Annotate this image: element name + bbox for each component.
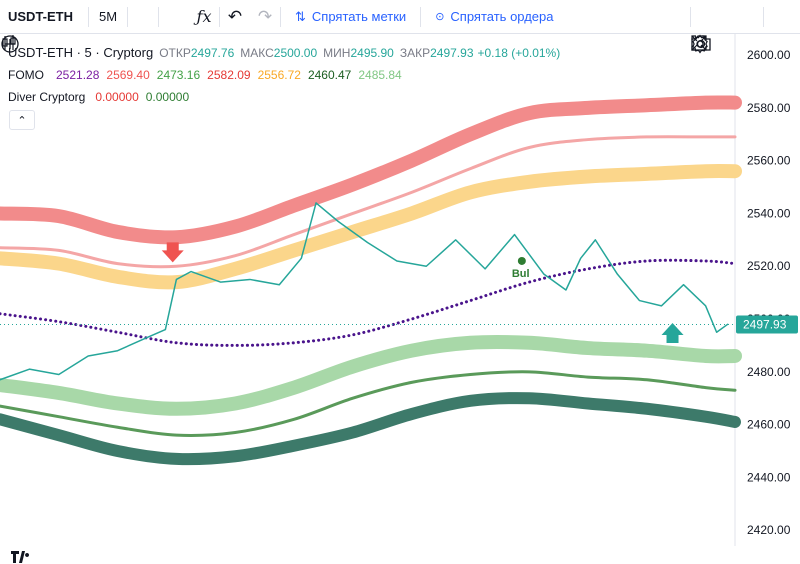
fomo-value-0: 2521.28 (56, 68, 100, 82)
sell-signal-arrow (161, 242, 184, 263)
diver-name: Diver Cryptorg (8, 90, 86, 104)
diver-values: 0.00000 0.00000 (95, 86, 196, 108)
bull-signal-label: Bul (512, 268, 530, 280)
y-tick-label: 2540.00 (747, 206, 791, 220)
divider (88, 6, 89, 27)
open-label: ОТКР (159, 46, 191, 60)
symbol-selector[interactable]: USDT-ETH (8, 9, 73, 24)
fomo-value-6: 2485.84 (358, 68, 402, 82)
close-label: ЗАКР (399, 46, 431, 60)
fomo-band-0 (0, 95, 742, 245)
undo-icon[interactable]: ↶ (227, 6, 243, 26)
low-value: 2495.90 (350, 46, 394, 60)
high-value: 2500.00 (273, 46, 318, 60)
legend-fomo-row[interactable]: FOMO 2521.28 2569.40 2473.16 2582.09 2556.72… (8, 64, 564, 86)
y-tick-label: 2600.00 (747, 48, 791, 62)
collapse-legend-button[interactable]: ⌃ (9, 110, 35, 130)
divider (127, 6, 128, 27)
chart-legend: USDT-ETH · 5 · Cryptorg ОТКР 2497.76 МАКС… (8, 42, 564, 108)
buy-signal-arrow (661, 322, 684, 343)
divider (158, 6, 159, 27)
fomo-value-2: 2473.16 (156, 68, 201, 82)
fomo-name: FOMO (8, 68, 44, 82)
y-tick-label: 2440.00 (747, 470, 791, 484)
candles-icon[interactable] (2, 0, 158, 50)
plus-circle-glyph (1, 35, 19, 53)
fomo-band-1 (0, 135, 737, 269)
fomo-band-2 (0, 164, 742, 290)
close-value: 2497.93 (430, 46, 474, 60)
chevron-up-icon: ⌃ (17, 114, 27, 127)
legend-main-row: USDT-ETH · 5 · Cryptorg ОТКР 2497.76 МАКС… (8, 42, 564, 64)
fx-glyph: ƒx (196, 7, 212, 26)
last-price-label: 2497.93 (743, 317, 787, 331)
hide-orders-label: Спрятать ордера (450, 9, 554, 24)
divider (763, 6, 764, 27)
hide-marks-label: Спрятать метки (311, 9, 407, 24)
y-tick-label: 2560.00 (747, 154, 791, 168)
fomo-value-4: 2556.72 (257, 68, 301, 82)
price-chart[interactable]: 2600.00 2580.00 2560.00 2540.00 2520.00 2500.… (0, 34, 800, 546)
divider (219, 6, 220, 27)
candles-glyph (2, 35, 16, 50)
camera-icon[interactable] (691, 0, 800, 51)
y-tick-label: 2520.00 (747, 259, 791, 273)
legend-diver-row[interactable]: Diver Cryptorg 0.00000 0.00000 (8, 86, 564, 108)
fullscreen-icon[interactable] (691, 0, 763, 51)
fomo-value-5: 2460.47 (307, 68, 352, 82)
top-toolbar: USDT-ETH 5M ƒx ↶ ↷ ⇅ Спрятать метки ⊙ Сп… (0, 0, 800, 54)
diver-value-1: 0.00000 (145, 90, 190, 104)
divider (420, 6, 422, 27)
fomo-values: 2521.28 2569.40 2473.16 2582.09 2556.72 2460.… (56, 64, 409, 86)
change-value: +0.18 (+0.01%) (477, 46, 561, 60)
add-indicator-icon[interactable] (1, 0, 189, 53)
interval-selector[interactable]: 5M (98, 9, 118, 24)
open-value: 2497.76 (190, 46, 235, 60)
y-tick-label: 2480.00 (747, 365, 791, 379)
low-label: МИН (323, 46, 351, 60)
hide-marks-button[interactable]: ⇅ Спрятать метки (281, 0, 420, 33)
fomo-value-3: 2582.09 (207, 68, 251, 82)
legend-symbol-title: USDT-ETH · 5 · Cryptorg (8, 45, 154, 60)
indicators-fx-icon[interactable]: ƒx (189, 0, 219, 33)
toolbar-right (690, 0, 800, 54)
fomo-band-4 (0, 334, 742, 416)
last-price-badge (736, 315, 798, 334)
y-tick-label: 2580.00 (747, 101, 791, 115)
divider (280, 6, 281, 27)
target-icon: ⊙ (435, 11, 445, 23)
fomo-band-3 (0, 258, 737, 347)
hide-orders-button[interactable]: ⊙ Спрятать ордера (421, 0, 567, 33)
redo-icon[interactable]: ↷ (257, 6, 273, 26)
price-line-series (0, 202, 729, 381)
arrows-vertical-icon: ⇅ (295, 8, 306, 24)
fomo-band-5 (0, 370, 737, 437)
bull-signal-dot (517, 256, 526, 265)
diver-value-0: 0.00000 (95, 90, 139, 104)
y-tick-label: 2420.00 (747, 523, 791, 537)
camera-glyph (691, 35, 711, 51)
fomo-band-6 (0, 392, 741, 466)
y-tick-label: 2460.00 (747, 418, 791, 432)
fomo-value-1: 2569.40 (106, 68, 150, 82)
high-label: МАКС (240, 46, 274, 60)
settings-gear-icon[interactable] (691, 0, 727, 54)
divider (690, 6, 691, 27)
logo-glyph (11, 551, 30, 563)
